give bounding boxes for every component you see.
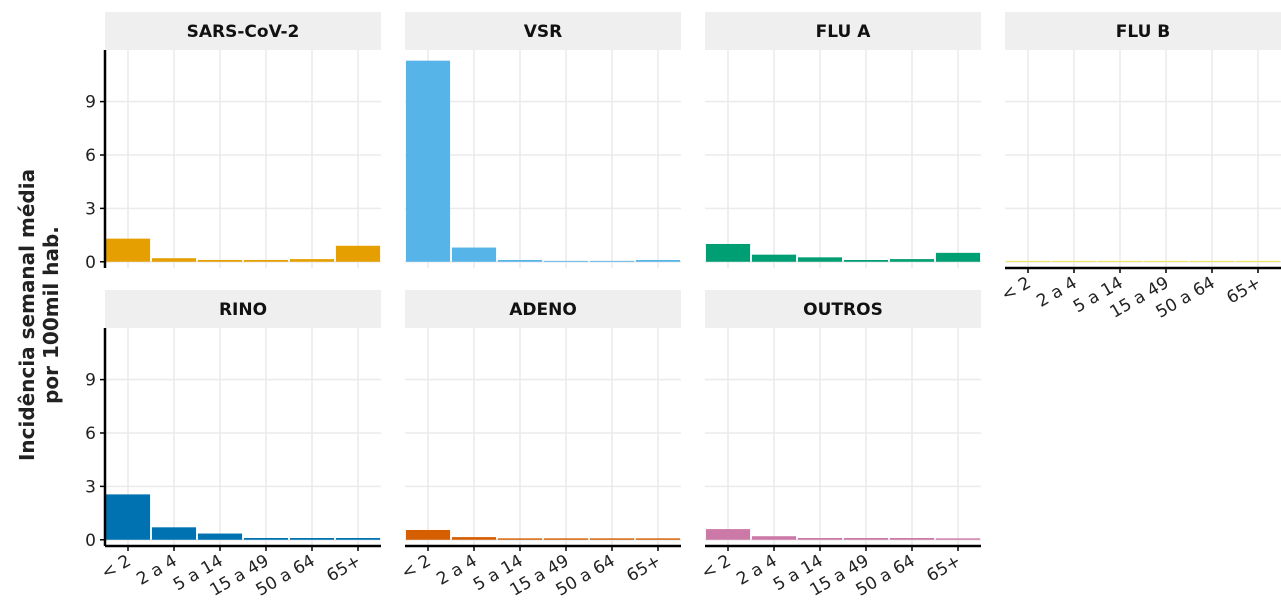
bar <box>843 537 889 540</box>
bar <box>335 245 381 262</box>
y-tick-label: 9 <box>85 371 96 391</box>
bar <box>151 527 197 540</box>
x-tick-label: 65+ <box>623 551 664 586</box>
bar <box>289 537 335 540</box>
bar <box>705 529 751 540</box>
bar <box>335 537 381 540</box>
y-tick-label: 3 <box>85 477 96 497</box>
bar <box>1005 260 1051 262</box>
x-tick-label: 65+ <box>1223 273 1264 308</box>
bar <box>197 259 243 262</box>
x-tick-label: < 2 <box>998 273 1034 306</box>
bar <box>243 537 289 540</box>
bar <box>1235 260 1281 262</box>
bar <box>705 243 751 262</box>
bar <box>1143 260 1189 262</box>
facet-title: VSR <box>524 22 563 42</box>
facet-title: ADENO <box>509 300 577 320</box>
bar <box>797 537 843 540</box>
bar <box>635 538 681 540</box>
bar <box>635 259 681 262</box>
bar <box>543 260 589 262</box>
bar <box>889 259 935 262</box>
y-tick-label: 3 <box>85 199 96 219</box>
bar <box>243 259 289 262</box>
y-tick-label: 9 <box>85 93 96 113</box>
y-tick-label: 6 <box>85 424 96 444</box>
facet-title: SARS-CoV-2 <box>187 22 300 42</box>
strip-background <box>705 290 981 328</box>
bar <box>751 536 797 540</box>
bar <box>1097 260 1143 262</box>
y-tick-label: 0 <box>85 531 96 551</box>
y-axis-label: por 100mil hab. <box>39 226 63 404</box>
strip-background <box>105 290 381 328</box>
x-tick-label: 65+ <box>323 551 364 586</box>
bar <box>451 537 497 540</box>
bar <box>497 259 543 262</box>
strip-background <box>1005 12 1281 50</box>
bar <box>797 257 843 262</box>
y-axis-label: Incidência semanal média <box>15 169 39 461</box>
strip-background <box>105 12 381 50</box>
y-tick-label: 6 <box>85 146 96 166</box>
bar <box>935 538 981 540</box>
x-tick-label: < 2 <box>98 551 134 584</box>
bar <box>889 537 935 540</box>
facet-title: FLU A <box>816 22 872 42</box>
bar <box>935 252 981 262</box>
bar <box>543 538 589 540</box>
bar <box>589 260 635 262</box>
bar <box>405 60 451 262</box>
strip-background <box>405 12 681 50</box>
x-tick-label: 65+ <box>923 551 964 586</box>
bar <box>589 538 635 540</box>
facet-title: OUTROS <box>803 300 883 320</box>
y-tick-label: 0 <box>85 253 96 273</box>
bar <box>497 538 543 540</box>
bar <box>151 258 197 262</box>
bar <box>1189 260 1235 262</box>
bar <box>105 238 151 262</box>
bar <box>1051 260 1097 262</box>
x-tick-label: < 2 <box>698 551 734 584</box>
bar <box>289 259 335 262</box>
x-tick-label: < 2 <box>398 551 434 584</box>
bar <box>405 529 451 540</box>
bar <box>197 533 243 540</box>
bar <box>843 259 889 262</box>
strip-background <box>705 12 981 50</box>
facet-title: FLU B <box>1116 22 1171 42</box>
facet-title: RINO <box>219 300 267 320</box>
bar <box>105 494 151 540</box>
strip-background <box>405 290 681 328</box>
bar <box>751 254 797 262</box>
bar <box>451 247 497 262</box>
